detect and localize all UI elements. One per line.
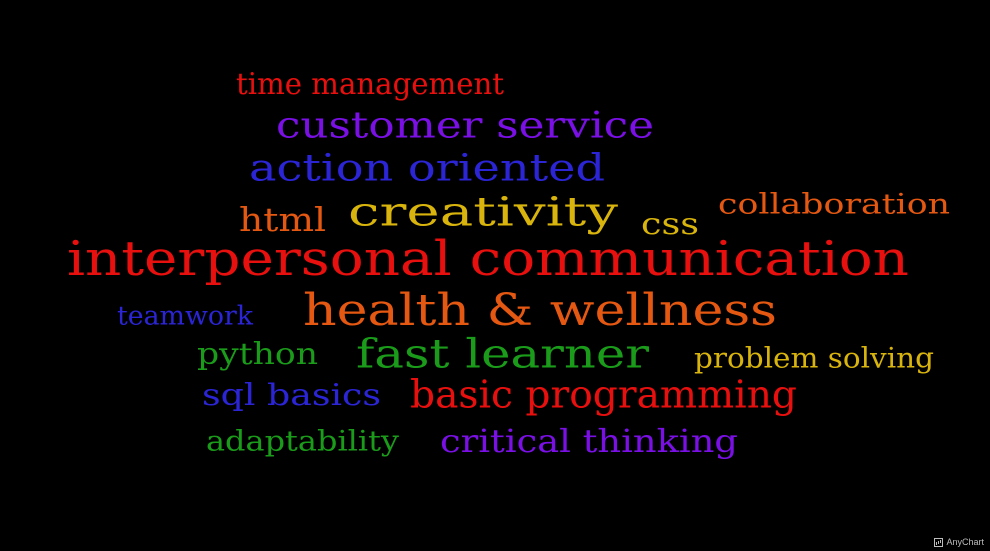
word-time-management[interactable]: time management — [236, 65, 504, 102]
word-health-wellness[interactable]: health & wellness — [303, 283, 777, 336]
word-collaboration[interactable]: collaboration — [718, 188, 950, 222]
word-problem-solving[interactable]: problem solving — [694, 342, 934, 376]
word-interpersonal-communication[interactable]: interpersonal communication — [67, 231, 909, 288]
credits-label: AnyChart — [946, 537, 984, 547]
word-teamwork[interactable]: teamwork — [117, 300, 253, 332]
word-python[interactable]: python — [197, 335, 318, 372]
word-action-oriented[interactable]: action oriented — [249, 146, 605, 191]
word-basic-programming[interactable]: basic programming — [410, 373, 797, 418]
word-critical-thinking[interactable]: critical thinking — [440, 422, 738, 460]
chart-bars-icon — [934, 537, 944, 547]
word-css[interactable]: css — [641, 205, 699, 242]
word-customer-service[interactable]: customer service — [276, 103, 654, 147]
word-creativity[interactable]: creativity — [348, 188, 618, 236]
word-sql-basics[interactable]: sql basics — [202, 376, 381, 413]
word-html[interactable]: html — [239, 201, 326, 240]
word-adaptability[interactable]: adaptability — [206, 425, 399, 459]
word-fast-learner[interactable]: fast learner — [356, 330, 649, 378]
credits[interactable]: AnyChart — [934, 537, 984, 547]
